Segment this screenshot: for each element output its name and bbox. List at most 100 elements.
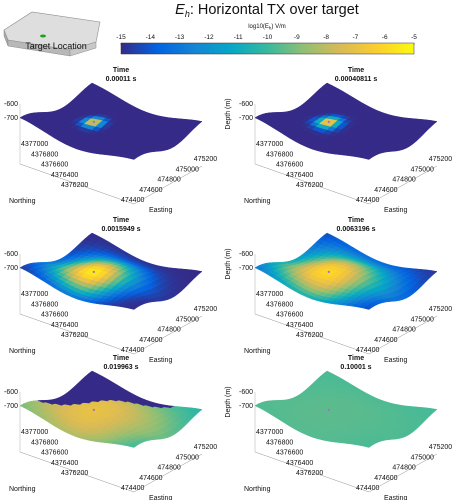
northing-tick-label: 4376800 (31, 439, 58, 446)
colorbar-tick-label: -8 (323, 34, 329, 41)
northing-axis-line (19, 163, 135, 205)
panel-time-label: Time (113, 217, 129, 224)
panel-6: Time 0.10001 s -600 -700 Depth (m) 4377000 437… (225, 355, 452, 500)
colorbar-label-sub: h (269, 26, 272, 31)
easting-tick-label: 474600 (374, 187, 397, 194)
colorbar: log10(Eh) V/m -15 -14 -13 -12 -11 -10 -9 -8 -7 -6… (116, 24, 417, 55)
northing-tick-label: 4376800 (266, 439, 293, 446)
easting-tick-label: 474400 (121, 197, 144, 204)
easting-tick-label: 474800 (157, 327, 180, 334)
easting-tick-label: 474600 (374, 475, 397, 482)
surface-mesh (254, 232, 438, 310)
northing-axis-label: Northing (9, 198, 36, 205)
northing-axis-label: Northing (244, 348, 271, 355)
northing-axis-line (19, 451, 135, 493)
easting-axis-label: Easting (384, 495, 407, 500)
colorbar-bar (120, 42, 415, 55)
easting-tick-label: 474800 (392, 465, 415, 472)
easting-tick-label: 474400 (121, 485, 144, 492)
depth-tick-label: -600 (239, 389, 253, 396)
northing-tick-label: 4377000 (21, 291, 48, 298)
colorbar-tick-label: -15 (116, 34, 126, 41)
title-subscript: h (185, 9, 190, 19)
easting-tick-label: 474400 (121, 347, 144, 354)
target-point (327, 408, 330, 411)
panel-time-label: Time (348, 355, 364, 362)
colorbar-tick-label: -10 (263, 34, 273, 41)
easting-tick-label: 474600 (139, 337, 162, 344)
surface-cell (427, 408, 438, 413)
depth-axis-label: Depth (m) (225, 386, 232, 417)
figure-title: Eh: Horizontal TX over target (175, 2, 359, 19)
easting-tick-label: 475200 (429, 306, 452, 313)
easting-axis-line (368, 165, 438, 205)
panel-time-value: 0.0015949 s (102, 226, 141, 233)
northing-tick-label: 4376400 (51, 322, 78, 329)
easting-axis-line (368, 315, 438, 355)
easting-tick-label: 474800 (157, 465, 180, 472)
colorbar-tick-label: -12 (204, 34, 214, 41)
northing-tick-label: 4377000 (256, 429, 283, 436)
northing-tick-label: 4376400 (51, 172, 78, 179)
panel-time-value: 0.10001 s (340, 364, 371, 371)
target-point (327, 270, 330, 273)
northing-axis-line (19, 313, 135, 355)
easting-axis-line (368, 453, 438, 493)
northing-tick-label: 4376600 (41, 450, 68, 457)
title-symbol: E (175, 2, 185, 18)
easting-axis-label: Easting (149, 207, 172, 214)
depth-tick-label: -600 (239, 101, 253, 108)
colorbar-tick-label: -11 (234, 34, 243, 41)
panel-time-label: Time (348, 217, 364, 224)
surface-mesh (19, 370, 203, 448)
northing-tick-label: 4377000 (256, 141, 283, 148)
surface-cell (192, 408, 203, 413)
surface-mesh (254, 82, 438, 160)
easting-axis-line (133, 165, 203, 205)
target-point (327, 120, 330, 123)
target-marker (40, 34, 46, 38)
easting-tick-label: 475000 (176, 454, 199, 461)
panels: Time 0.00011 s -600 -700 Depth (m) 4377000 437… (4, 67, 452, 500)
northing-axis-line (254, 163, 370, 205)
colorbar-label: log10(Eh) V/m (248, 24, 286, 31)
easting-tick-label: 474800 (392, 327, 415, 334)
easting-tick-label: 474600 (374, 337, 397, 344)
colorbar-tick-label: -6 (382, 34, 388, 41)
surface-cell (427, 270, 438, 275)
colorbar-tick-label: -13 (175, 34, 185, 41)
panel-time-label: Time (113, 355, 129, 362)
northing-tick-label: 4376600 (276, 312, 303, 319)
northing-axis-label: Northing (9, 348, 36, 355)
target-point (92, 270, 95, 273)
panel-time-label: Time (113, 67, 129, 74)
northing-tick-label: 4376200 (296, 182, 323, 189)
easting-axis-line (133, 315, 203, 355)
easting-tick-label: 475000 (411, 166, 434, 173)
northing-axis-label: Northing (244, 486, 271, 493)
panel-2: Time 0.00040811 s -600 -700 Depth (m) 4377000… (225, 67, 452, 214)
easting-tick-label: 474400 (356, 347, 379, 354)
surface-mesh (19, 232, 203, 310)
easting-tick-label: 475200 (429, 444, 452, 451)
depth-tick-label: -700 (239, 265, 253, 272)
depth-tick-label: -600 (239, 251, 253, 258)
easting-tick-label: 475200 (429, 156, 452, 163)
northing-tick-label: 4376400 (51, 460, 78, 467)
easting-tick-label: 475000 (411, 316, 434, 323)
northing-axis-line (254, 313, 370, 355)
easting-axis-label: Easting (149, 495, 172, 500)
easting-tick-label: 474800 (392, 177, 415, 184)
depth-tick-label: -700 (4, 265, 18, 272)
easting-axis-line (133, 453, 203, 493)
northing-tick-label: 4376800 (266, 151, 293, 158)
depth-tick-label: -600 (4, 389, 18, 396)
title-text: : Horizontal TX over target (190, 2, 359, 18)
surface-cell (192, 120, 203, 125)
northing-axis-label: Northing (9, 486, 36, 493)
surface-cell (427, 120, 438, 125)
northing-tick-label: 4376800 (31, 301, 58, 308)
depth-tick-label: -700 (4, 115, 18, 122)
